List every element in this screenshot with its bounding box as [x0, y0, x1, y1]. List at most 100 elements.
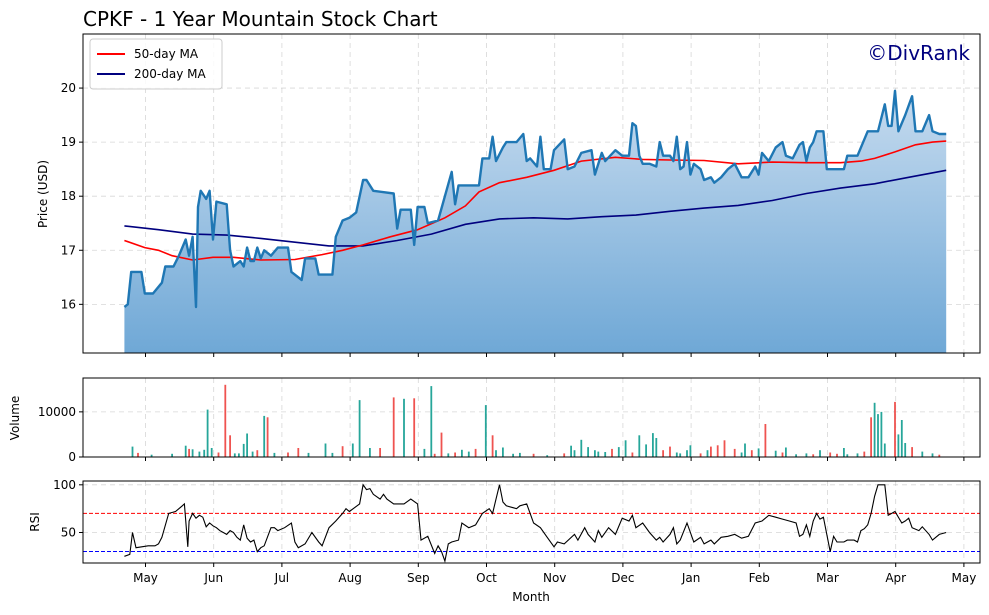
- volume-bar: [921, 451, 924, 457]
- y-tick-label: 0: [68, 450, 76, 464]
- volume-bar: [655, 438, 658, 457]
- volume-bar: [604, 452, 607, 457]
- volume-bar: [467, 451, 470, 457]
- y-tick-label: 19: [61, 135, 76, 149]
- volume-bar: [594, 450, 596, 457]
- volume-bar: [461, 449, 463, 457]
- volume-bar: [532, 453, 535, 457]
- volume-bar: [904, 443, 907, 457]
- volume-bar: [256, 450, 259, 457]
- volume-bar: [224, 384, 227, 457]
- rsi-grid: [83, 481, 980, 563]
- price-y-ticks: 16 17 18 19 20: [61, 81, 83, 311]
- ma200-line: [124, 169, 947, 247]
- rsi-y-ticks: 50 100: [53, 478, 83, 539]
- volume-bar: [512, 453, 514, 457]
- price-area-fill: [124, 90, 947, 353]
- x-tick-label: May: [133, 571, 158, 585]
- volume-bar: [210, 448, 213, 457]
- volume-bar: [191, 449, 194, 457]
- volume-frame: [82, 377, 981, 458]
- volume-bar: [617, 447, 620, 457]
- rsi-panel: 50 100 May Jun Jul Aug Sep Oct Nov Dec Jan Feb Mar A…: [28, 478, 981, 604]
- volume-bar: [757, 448, 760, 457]
- volume-bar: [624, 440, 627, 457]
- volume-bar: [206, 409, 209, 457]
- volume-bar: [358, 400, 361, 457]
- volume-bar: [781, 452, 784, 457]
- volume-bar: [495, 450, 497, 457]
- volume-bar: [638, 435, 641, 457]
- volume-bar: [251, 451, 254, 457]
- volume-bar: [474, 448, 477, 457]
- y-tick-label: 100: [53, 478, 76, 492]
- legend-box: [89, 38, 223, 90]
- volume-bar: [938, 454, 941, 457]
- volume-bar: [403, 398, 405, 457]
- volume-bar: [203, 449, 206, 457]
- volume-bar: [491, 435, 494, 457]
- volume-bar: [266, 417, 269, 457]
- volume-bar: [785, 447, 787, 457]
- x-tick-label: Jul: [274, 571, 289, 585]
- volume-bar: [774, 450, 777, 457]
- volume-bar: [843, 448, 845, 457]
- volume-bar: [570, 445, 572, 457]
- volume-bar: [433, 453, 436, 457]
- x-tick-label: Sep: [407, 571, 430, 585]
- volume-bar: [131, 446, 134, 457]
- x-tick-label: Nov: [543, 571, 566, 585]
- x-axis-label: Month: [512, 590, 550, 604]
- volume-bar: [447, 453, 450, 457]
- volume-bar: [744, 443, 746, 457]
- volume-bar: [198, 451, 201, 457]
- volume-bar: [171, 453, 173, 457]
- volume-bar: [137, 452, 139, 457]
- volume-bar: [217, 452, 220, 457]
- y-tick-label: 17: [61, 243, 76, 257]
- volume-bar: [669, 446, 671, 457]
- volume-bar: [836, 453, 838, 457]
- volume-bar: [150, 454, 153, 457]
- volume-bar: [184, 445, 187, 457]
- legend-ma50-label: 50-day MA: [134, 47, 199, 61]
- volume-bar: [675, 452, 678, 457]
- legend: 50-day MA 200-day MA: [89, 38, 223, 90]
- volume-bar: [750, 450, 753, 457]
- volume-bar: [863, 451, 866, 457]
- rsi-y-axis-label: RSI: [28, 512, 42, 532]
- x-tick-label: Feb: [749, 571, 770, 585]
- rsi-frame: [82, 480, 981, 564]
- volume-bar: [873, 402, 876, 457]
- price-panel: 16 17 18 19 20 Price (USD) 50-day MA 200-day…: [36, 33, 981, 357]
- volume-bars: [131, 384, 941, 457]
- legend-ma200-label: 200-day MA: [134, 67, 206, 81]
- volume-bar: [273, 452, 276, 457]
- x-tick-label: Jun: [203, 571, 223, 585]
- watermark: ©DivRank: [867, 41, 970, 65]
- x-tick-label: May: [951, 571, 976, 585]
- volume-bar: [645, 444, 647, 457]
- y-tick-label: 18: [61, 189, 76, 203]
- volume-bar: [287, 452, 289, 457]
- volume-bar: [652, 433, 654, 457]
- volume-bar: [430, 386, 433, 457]
- price-x-ticks: [145, 353, 965, 357]
- y-tick-label: 16: [61, 297, 76, 311]
- volume-bar: [900, 420, 903, 457]
- volume-bar: [710, 446, 712, 457]
- volume-bar: [877, 414, 879, 457]
- volume-bar: [392, 397, 395, 457]
- volume-bar: [846, 454, 849, 457]
- volume-bar: [733, 448, 736, 457]
- volume-bar: [723, 440, 726, 457]
- volume-bar: [880, 411, 883, 457]
- volume-bar: [238, 453, 240, 457]
- volume-y-ticks: 0 10000: [38, 405, 83, 464]
- volume-bar: [699, 453, 702, 457]
- rsi-x-ticks: May Jun Jul Aug Sep Oct Nov Dec Jan Feb Mar Apr May: [133, 563, 976, 585]
- x-tick-label: Apr: [885, 571, 906, 585]
- volume-bar: [764, 424, 767, 457]
